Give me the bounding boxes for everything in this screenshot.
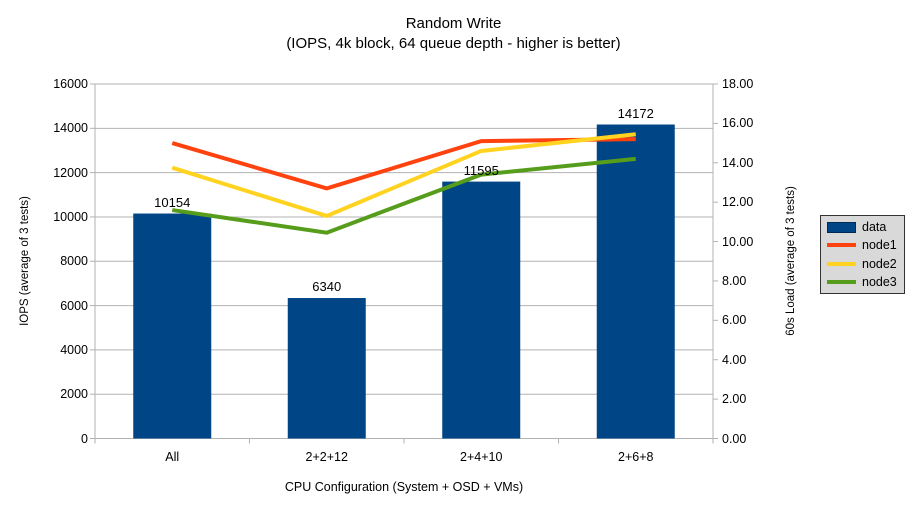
y-tick-label: 2000	[60, 387, 88, 402]
y-tick-label: 12000	[53, 165, 88, 180]
bar	[133, 213, 212, 439]
bar	[287, 298, 366, 439]
x-tick-label: All	[165, 449, 180, 464]
y2-tick-label: 8.00	[722, 273, 747, 288]
legend-swatch-data	[827, 221, 856, 233]
chart-title-block: Random Write (IOPS, 4k block, 64 queue d…	[0, 14, 907, 54]
y2-tick-label: 18.00	[722, 77, 754, 91]
bar-value-label: 6340	[312, 279, 342, 295]
series-line-node3	[171, 156, 636, 235]
y2-tick-label: 0.00	[722, 431, 747, 446]
legend-label-node3: node3	[862, 274, 897, 289]
bar-value-label: 14172	[617, 105, 654, 121]
y2-tick-label: 14.00	[722, 155, 754, 170]
legend-item-node2: node2	[827, 257, 904, 271]
legend-item-node1: node1	[827, 238, 904, 252]
x-tick-label: 2+2+12	[305, 449, 348, 464]
legend-label-node1: node1	[862, 238, 897, 253]
y-tick-label: 14000	[53, 121, 88, 136]
y-tick-label: 0	[81, 431, 88, 446]
y-tick-label: 4000	[60, 342, 88, 357]
y-tick-label: 6000	[60, 298, 88, 313]
series-line-node2	[171, 132, 636, 219]
y-tick-label: 16000	[53, 77, 88, 91]
legend: data node1 node2 node3	[820, 215, 905, 294]
y2-tick-label: 2.00	[722, 392, 747, 407]
y2-tick-label: 10.00	[722, 234, 754, 249]
legend-label-data: data	[862, 220, 887, 235]
y-tick-label: 8000	[60, 254, 88, 269]
y2-tick-label: 6.00	[722, 313, 747, 328]
bar-value-label: 10154	[154, 194, 191, 210]
legend-item-data: data	[827, 220, 904, 234]
y-tick-label: 10000	[53, 209, 88, 224]
series-line-node1	[171, 137, 636, 191]
y2-tick-label: 4.00	[722, 352, 747, 367]
bar	[596, 124, 675, 439]
x-axis-title: CPU Configuration (System + OSD + VMs)	[284, 480, 524, 494]
legend-item-node3: node3	[827, 275, 904, 289]
legend-swatch-node3	[827, 279, 856, 284]
x-tick-label: 2+4+10	[460, 449, 503, 464]
y2-tick-label: 12.00	[722, 195, 754, 210]
chart-subtitle: (IOPS, 4k block, 64 queue depth - higher…	[286, 35, 621, 52]
legend-swatch-node2	[827, 261, 856, 266]
x-tick-label: 2+6+8	[618, 449, 654, 464]
legend-swatch-node1	[827, 243, 856, 248]
legend-label-node2: node2	[862, 256, 897, 271]
y2-tick-label: 16.00	[722, 116, 754, 131]
bar	[442, 181, 521, 439]
chart-title: Random Write	[405, 15, 502, 32]
bar-value-label: 11595	[463, 162, 499, 178]
